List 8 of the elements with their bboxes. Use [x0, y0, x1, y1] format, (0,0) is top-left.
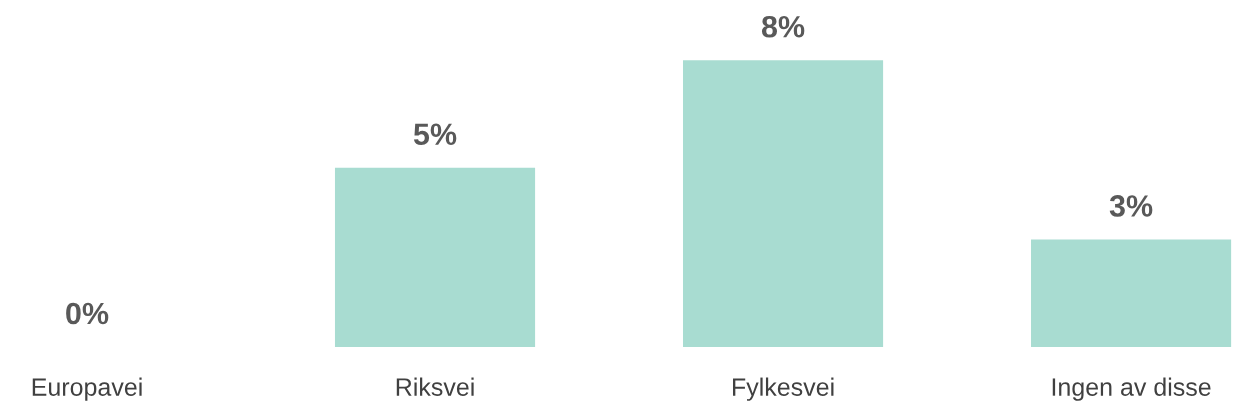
data-label: 3% [1109, 195, 1153, 217]
data-label: 0% [66, 302, 109, 325]
data-label: 5% [413, 123, 457, 146]
x-tick-label: Fylkesvei [733, 377, 834, 401]
x-tick-label: Riksvei [396, 377, 474, 396]
x-tick-label: Europavei [32, 377, 142, 401]
x-tick-label: Ingen av disse [1052, 377, 1211, 401]
data-label: 8% [761, 15, 805, 38]
